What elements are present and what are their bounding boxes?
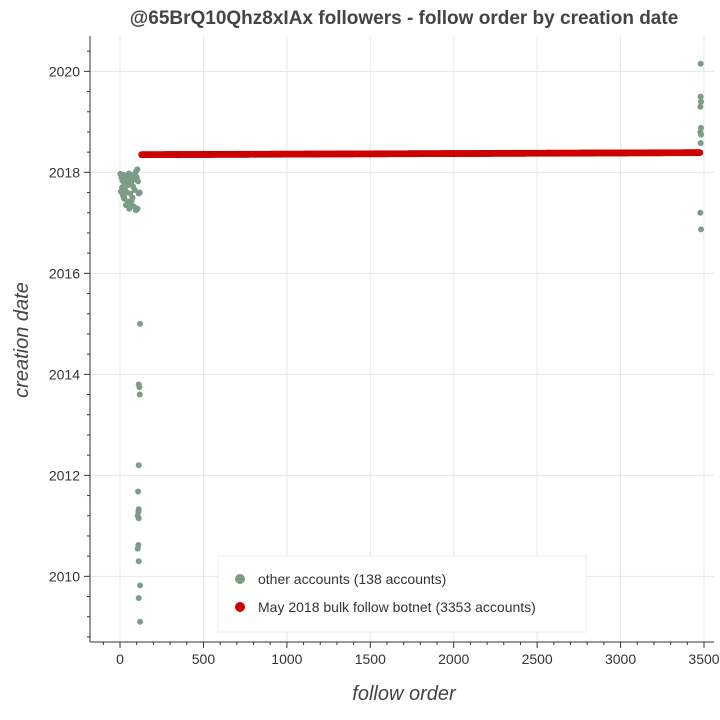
data-point-other-account <box>131 187 138 194</box>
y-axis-label: creation date <box>11 282 33 398</box>
data-point-other-account <box>135 558 142 565</box>
data-points <box>117 60 704 625</box>
y-tick-label: 2010 <box>49 568 80 584</box>
x-tick-label: 1000 <box>271 651 302 667</box>
x-tick-label: 2500 <box>522 651 553 667</box>
data-point-other-account <box>136 189 143 196</box>
data-point-other-account <box>127 190 134 197</box>
legend-marker-other-accounts <box>235 574 245 584</box>
y-tick-label: 2016 <box>49 265 80 281</box>
data-point-other-account <box>697 60 704 67</box>
axes: 0 500 1000 1500 2000 2500 3000 3500 2010 2012 2014… <box>49 36 720 667</box>
data-point-other-account <box>137 618 144 625</box>
x-tick-label: 1500 <box>355 651 386 667</box>
y-tick-label: 2012 <box>49 467 80 483</box>
data-point-other-account <box>697 140 704 147</box>
legend-box <box>217 555 587 633</box>
y-tick-label: 2018 <box>49 164 80 180</box>
legend-marker-botnet <box>235 602 245 612</box>
x-tick-label: 3000 <box>605 651 636 667</box>
legend-label-other-accounts: other accounts (138 accounts) <box>258 571 446 587</box>
data-point-other-account <box>121 194 128 201</box>
data-point-other-account <box>697 131 704 138</box>
data-point-other-account <box>134 205 141 212</box>
data-point-other-account <box>126 205 133 212</box>
data-point-other-account <box>697 93 704 100</box>
x-tick-label: 3500 <box>688 651 719 667</box>
x-axis-label: follow order <box>352 683 457 705</box>
data-point-other-account <box>134 166 141 173</box>
data-point-other-account <box>136 391 143 398</box>
legend: other accounts (138 accounts) May 2018 b… <box>217 555 587 633</box>
data-point-other-account <box>697 209 704 216</box>
data-point-other-account <box>137 320 144 327</box>
data-point-other-account <box>135 595 142 602</box>
x-tick-label: 500 <box>192 651 216 667</box>
y-tick-label: 2020 <box>49 63 80 79</box>
data-point-other-account <box>697 98 704 105</box>
x-tick-label: 2000 <box>438 651 469 667</box>
x-tick-label: 0 <box>116 651 124 667</box>
data-point-other-account <box>697 103 704 110</box>
legend-label-botnet: May 2018 bulk follow botnet (3353 accoun… <box>258 599 536 615</box>
data-point-other-account <box>136 383 143 390</box>
y-tick-label: 2014 <box>49 366 80 382</box>
data-point-other-account <box>134 545 141 552</box>
data-point-botnet <box>696 149 704 157</box>
grid <box>90 36 714 642</box>
data-point-other-account <box>128 197 135 204</box>
botnet-series <box>138 149 704 159</box>
data-point-other-account <box>135 178 142 185</box>
chart-title: @65BrQ10Qhz8xIAx followers - follow orde… <box>130 8 679 29</box>
data-point-other-account <box>697 226 704 233</box>
data-point-other-account <box>137 582 144 589</box>
data-point-other-account <box>135 515 142 522</box>
data-point-other-account <box>135 488 142 495</box>
data-point-other-account <box>135 462 142 469</box>
